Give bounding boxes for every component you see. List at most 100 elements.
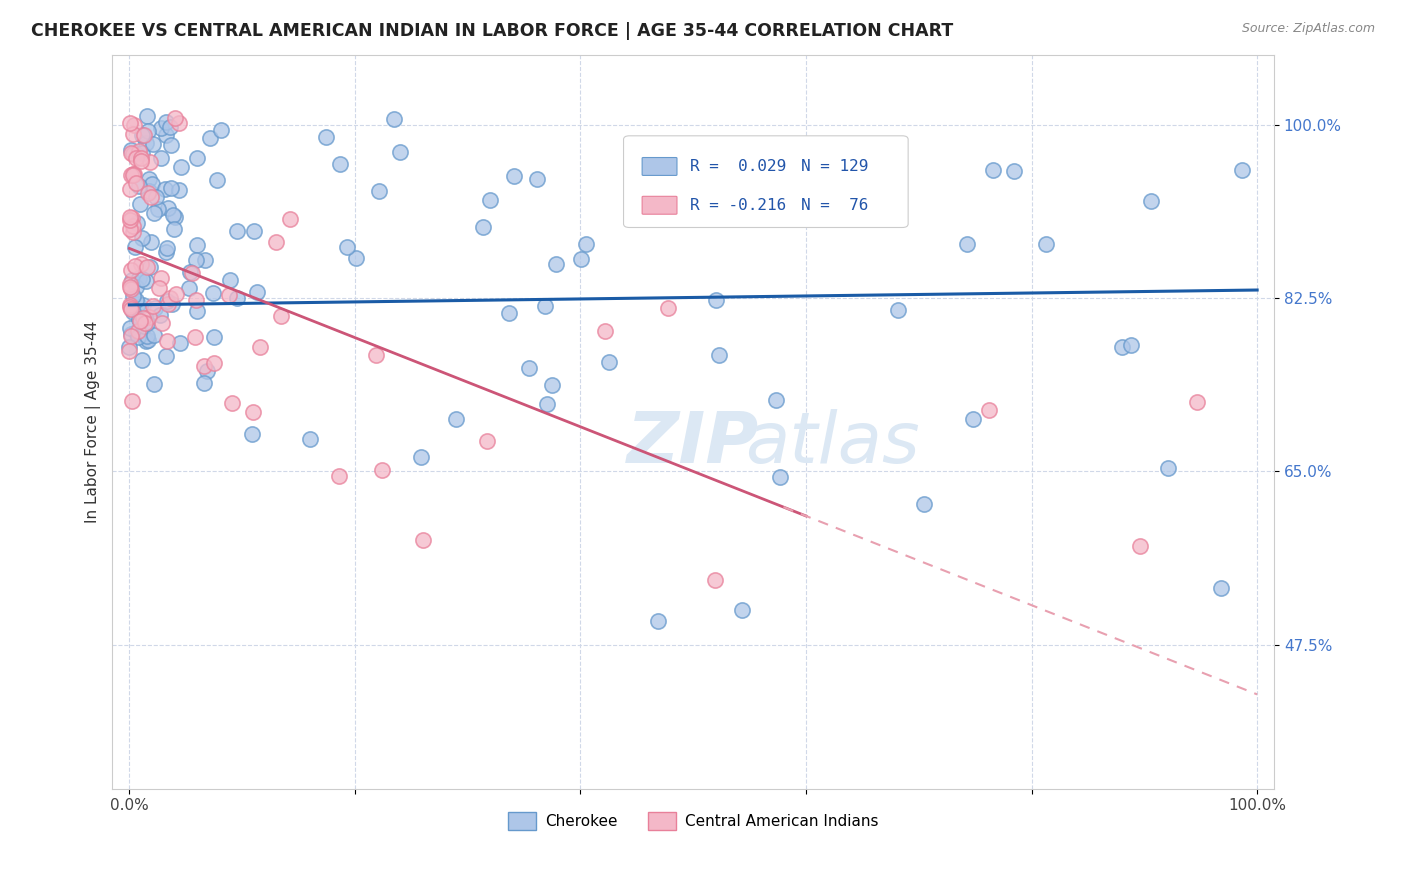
Point (707, 348, 730, 362)
Point (127, 297, 149, 311)
Point (731, 603, 754, 617)
Point (155, 128, 177, 143)
Point (193, 376, 215, 391)
Point (136, 109, 159, 123)
Point (139, 154, 162, 169)
Point (157, 296, 180, 310)
Point (479, 193, 502, 207)
Point (135, 274, 157, 288)
Point (145, 190, 167, 204)
Point (142, 299, 165, 313)
Point (122, 127, 145, 141)
Point (150, 316, 173, 330)
Point (201, 286, 224, 301)
Text: N =  76: N = 76 (801, 198, 869, 213)
Point (983, 162, 1005, 177)
Point (124, 260, 146, 274)
Point (226, 224, 249, 238)
Point (657, 301, 679, 315)
Point (120, 182, 142, 196)
Point (118, 343, 141, 358)
Point (120, 282, 142, 296)
Point (120, 168, 142, 182)
Point (202, 330, 225, 344)
Point (160, 181, 183, 195)
FancyBboxPatch shape (623, 136, 908, 227)
Point (526, 172, 548, 186)
Point (128, 271, 150, 285)
Point (184, 253, 207, 268)
Point (143, 301, 166, 316)
Point (446, 412, 468, 426)
Point (186, 238, 208, 252)
Point (962, 411, 984, 425)
Point (243, 224, 266, 238)
Point (598, 354, 620, 368)
Point (138, 310, 160, 325)
Point (163, 221, 186, 235)
Point (120, 301, 142, 316)
Text: atlas: atlas (745, 409, 920, 478)
Point (242, 404, 264, 418)
Legend: Cherokee, Central American Indians: Cherokee, Central American Indians (502, 806, 884, 836)
Point (364, 347, 387, 361)
Point (503, 169, 526, 184)
Point (1129, 540, 1152, 554)
Point (517, 361, 540, 376)
Point (142, 206, 165, 220)
Point (149, 121, 172, 136)
Point (156, 334, 179, 348)
Point (270, 310, 292, 324)
Point (122, 167, 145, 181)
Point (131, 352, 153, 367)
Point (226, 291, 249, 305)
Point (956, 237, 979, 252)
Point (193, 359, 215, 374)
Point (264, 235, 287, 249)
Point (128, 312, 150, 326)
Point (122, 119, 145, 133)
Point (120, 115, 142, 129)
Point (541, 378, 564, 392)
Point (165, 211, 187, 225)
Point (141, 177, 163, 191)
Point (125, 176, 148, 190)
Point (122, 147, 145, 161)
Point (127, 324, 149, 338)
Point (169, 335, 191, 350)
Point (125, 326, 148, 340)
Point (198, 131, 221, 145)
Point (769, 470, 792, 484)
Point (143, 377, 166, 392)
Point (120, 210, 142, 224)
Point (280, 211, 302, 226)
Point (118, 222, 141, 236)
Point (186, 304, 208, 318)
Point (135, 260, 157, 274)
Point (159, 291, 181, 305)
Point (148, 308, 170, 322)
Point (143, 328, 166, 343)
Point (129, 196, 152, 211)
Point (546, 257, 568, 271)
Point (179, 265, 201, 279)
Point (120, 329, 142, 343)
Point (315, 129, 337, 144)
Point (1035, 236, 1057, 251)
Point (169, 116, 191, 130)
Point (1230, 163, 1253, 178)
Point (194, 253, 217, 268)
Point (165, 287, 187, 301)
Point (186, 293, 208, 307)
Point (131, 146, 153, 161)
Point (131, 231, 153, 245)
Point (118, 298, 141, 312)
Point (498, 306, 520, 320)
Point (134, 319, 156, 334)
Point (165, 111, 187, 125)
Point (155, 245, 177, 260)
Point (128, 145, 150, 159)
Point (647, 615, 669, 629)
Point (221, 396, 243, 410)
Point (149, 271, 172, 285)
